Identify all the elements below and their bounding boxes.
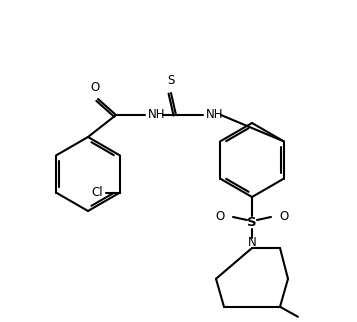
Text: O: O (90, 81, 100, 94)
Text: Cl: Cl (91, 186, 103, 199)
Text: S: S (247, 216, 257, 230)
Text: O: O (216, 211, 225, 223)
Text: NH: NH (148, 108, 166, 120)
Text: O: O (279, 211, 288, 223)
Text: S: S (167, 74, 175, 87)
Text: NH: NH (206, 108, 223, 120)
Text: N: N (248, 236, 256, 250)
